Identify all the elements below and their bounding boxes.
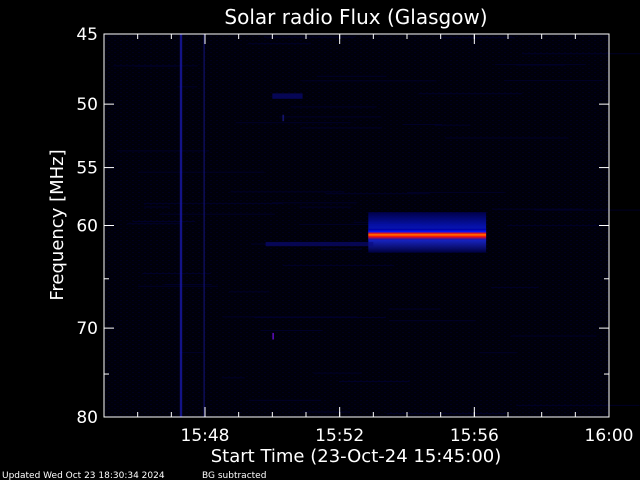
noise-streak (388, 320, 476, 322)
noise-streak (313, 372, 362, 374)
y-axis: 45 50 55 60 70 80 (76, 25, 609, 428)
noise-streak (504, 80, 604, 82)
noise-streak (516, 404, 640, 406)
weak-row (272, 93, 303, 99)
x-tick-label: 15:52 (315, 426, 364, 446)
x-tick-label: 15:56 (450, 426, 499, 446)
noise-streak (282, 264, 394, 266)
noise-streak (418, 93, 523, 95)
noise-streak (407, 191, 505, 193)
noise-streak (279, 116, 382, 118)
noise-streak (403, 124, 442, 125)
noise-streak (138, 171, 264, 173)
noise-streak (254, 317, 386, 318)
noise-streak (260, 330, 323, 331)
noise-streak (434, 124, 471, 126)
noise-streak (339, 381, 410, 382)
noise-streak (271, 202, 357, 204)
noise-streak (491, 286, 539, 288)
background-subtracted-note: BG subtracted (202, 471, 266, 480)
noise-streak (144, 206, 170, 208)
noise-streak (479, 352, 517, 354)
noise-streak (248, 399, 322, 401)
updated-timestamp: Updated Wed Oct 23 18:30:34 2024 (2, 471, 165, 480)
noise-streak (445, 137, 569, 139)
x-axis-label: Start Time (23-Oct-24 15:45:00) (211, 446, 502, 467)
noise-streak (507, 225, 609, 227)
y-tick-label: 80 (76, 408, 98, 428)
y-tick-label: 55 (76, 159, 98, 179)
noise-streak (440, 37, 515, 39)
chart-title: Solar radio Flux (Glasgow) (224, 5, 487, 29)
noise-streak (302, 411, 351, 413)
weak-spot (272, 332, 274, 340)
noise-streak (159, 213, 275, 215)
noise-streak (221, 377, 245, 379)
noise-streak (230, 191, 345, 193)
noise-streak (235, 122, 351, 124)
noise-streak (301, 127, 382, 129)
noise-streak (143, 202, 283, 204)
weak-spot (282, 114, 285, 122)
x-axis: 15:48 15:52 15:56 16:00 (103, 34, 634, 446)
noise-streak (316, 75, 387, 77)
noise-streak (117, 150, 210, 152)
y-tick-label: 50 (76, 95, 98, 115)
vertical-interference-line (203, 34, 205, 417)
y-tick-label: 70 (76, 319, 98, 339)
y-axis-label: Frequency [MHz] (47, 149, 68, 300)
x-tick-label: 16:00 (585, 426, 634, 446)
noise-streak (134, 65, 177, 67)
y-tick-label: 60 (76, 217, 98, 237)
intense-emission-band (368, 228, 487, 240)
noise-streak (320, 248, 362, 250)
noise-streak (164, 284, 212, 285)
noise-streak (388, 308, 441, 310)
noise-streak (264, 36, 355, 38)
noise-streak (132, 221, 196, 222)
noise-streak (142, 273, 211, 274)
noise-streak (179, 352, 204, 354)
noise-streak (229, 291, 270, 293)
noise-streak (222, 316, 358, 318)
noise-streak (248, 43, 311, 45)
noise-streak (290, 106, 377, 108)
noise-streak (386, 413, 507, 415)
noise-streak (299, 206, 352, 208)
noise-streak (534, 209, 640, 211)
plot-area (103, 33, 640, 418)
noise-streak (516, 64, 565, 66)
vertical-interference-line (179, 34, 183, 417)
noise-streak (299, 223, 420, 225)
noise-streak (301, 80, 437, 82)
noise-streak (127, 223, 181, 225)
noise-streak (511, 335, 597, 337)
x-tick-label: 15:48 (181, 426, 230, 446)
noise-streak (177, 86, 198, 88)
weak-row (265, 241, 374, 247)
noise-streak (521, 53, 640, 55)
y-tick-label: 45 (76, 25, 98, 45)
noise-streak (138, 285, 218, 287)
noise-streak (325, 193, 430, 195)
noise-streak (492, 208, 583, 210)
